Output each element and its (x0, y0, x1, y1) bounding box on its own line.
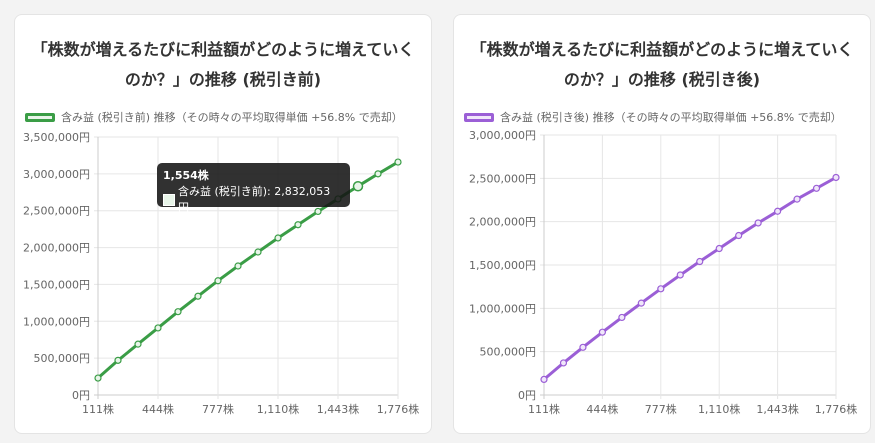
chart-card-pretax: 「株数が増えるたびに利益額がどのように増えていくのか？」の推移 (税引き前) 含… (14, 14, 432, 434)
legend-label: 含み益 (税引き後) 推移（その時々の平均取得単価 +56.8% で売却） (500, 111, 842, 124)
tooltip-label: 含み益 (税引き前): 2,832,053 円 (177, 185, 331, 214)
data-point[interactable] (598, 328, 606, 336)
y-tick-label: 1,500,000円 (469, 259, 536, 272)
y-tick-label: 2,500,000円 (23, 205, 90, 218)
data-point[interactable] (774, 207, 782, 215)
data-point[interactable] (676, 271, 684, 279)
chart-title: 「株数が増えるたびに利益額がどのように増えていくのか？」の推移 (税引き後) (470, 40, 854, 89)
x-tick-label: 1,110株 (257, 402, 300, 416)
data-point[interactable] (274, 234, 282, 242)
data-point[interactable] (114, 356, 122, 364)
line-chart-aftertax[interactable]: 0円 500,000円 1,000,000円 1,500,000円 2,000,000円… (454, 15, 872, 435)
legend-swatch (25, 112, 55, 122)
legend-swatch (464, 112, 494, 122)
data-point[interactable] (696, 257, 704, 266)
y-tick-label: 3,000,000円 (469, 129, 536, 142)
y-tick-label: 3,000,000円 (23, 168, 90, 181)
data-point[interactable] (540, 375, 548, 383)
data-point[interactable] (754, 219, 762, 227)
data-point[interactable] (214, 277, 222, 285)
data-point[interactable] (637, 299, 645, 307)
y-tick-label: 1,500,000円 (23, 278, 90, 291)
tooltip-title: 1,554株 (163, 169, 209, 182)
data-point[interactable] (94, 374, 102, 382)
data-point[interactable] (735, 231, 743, 240)
y-tick-label: 1,000,000円 (469, 302, 536, 315)
tooltip-swatch (163, 194, 175, 206)
x-tick-label: 777株 (202, 402, 234, 416)
y-tick-label: 0円 (72, 389, 90, 402)
x-tick-label: 777株 (645, 402, 677, 416)
data-point[interactable] (352, 180, 364, 192)
line-chart-pretax[interactable]: 0円 500,000円 1,000,000円 1,500,000円 2,000,000円… (15, 15, 433, 435)
y-tick-label: 2,000,000円 (469, 216, 536, 229)
series-line (542, 176, 838, 381)
data-point[interactable] (559, 359, 568, 367)
data-point[interactable] (294, 221, 302, 229)
x-tick-label: 1,776株 (815, 402, 858, 416)
legend[interactable]: 含み益 (税引き前) 推移（その時々の平均取得単価 +56.8% で売却） (25, 109, 425, 125)
y-tick-label: 0円 (518, 389, 536, 402)
x-tick-label: 1,443株 (756, 402, 799, 416)
x-tick-label: 1,776株 (377, 402, 420, 416)
data-point[interactable] (154, 324, 162, 332)
tooltip: 1,554株 含み益 (税引き前): 2,832,053 円 (157, 163, 350, 214)
data-point[interactable] (254, 248, 262, 256)
data-point[interactable] (579, 343, 587, 351)
legend[interactable]: 含み益 (税引き後) 推移（その時々の平均取得単価 +56.8% で売却） (464, 109, 864, 125)
data-point[interactable] (174, 308, 182, 316)
data-point[interactable] (812, 184, 821, 192)
data-point[interactable] (657, 285, 665, 293)
y-tick-label: 2,500,000円 (469, 172, 536, 185)
data-point[interactable] (618, 313, 626, 322)
data-point[interactable] (832, 173, 840, 182)
x-tick-label: 444株 (142, 402, 174, 416)
y-tick-label: 500,000円 (34, 352, 91, 365)
x-tick-label: 1,110株 (698, 402, 741, 416)
data-point[interactable] (234, 262, 242, 270)
data-point[interactable] (394, 158, 402, 166)
chart-card-aftertax: 「株数が増えるたびに利益額がどのように増えていくのか？」の推移 (税引き後) 含… (453, 14, 871, 434)
x-tick-label: 111株 (528, 402, 560, 416)
x-tick-label: 1,443株 (317, 402, 360, 416)
data-point[interactable] (194, 292, 202, 300)
y-tick-label: 500,000円 (480, 346, 537, 359)
legend-label: 含み益 (税引き前) 推移（その時々の平均取得単価 +56.8% で売却） (61, 111, 403, 124)
x-tick-label: 444株 (586, 402, 618, 416)
data-point[interactable] (793, 195, 801, 203)
tooltip-body: 含み益 (税引き前): 2,832,053 円 (163, 184, 344, 216)
data-point[interactable] (715, 244, 723, 253)
y-tick-label: 2,000,000円 (23, 242, 90, 255)
data-point[interactable] (314, 207, 322, 216)
x-tick-label: 111株 (82, 402, 114, 416)
data-point[interactable] (134, 340, 142, 348)
y-tick-label: 1,000,000円 (23, 315, 90, 328)
chart-title: 「株数が増えるたびに利益額がどのように増えていくのか？」の推移 (税引き前) (31, 40, 415, 89)
y-tick-label: 3,500,000円 (23, 131, 90, 144)
data-point[interactable] (374, 170, 382, 178)
